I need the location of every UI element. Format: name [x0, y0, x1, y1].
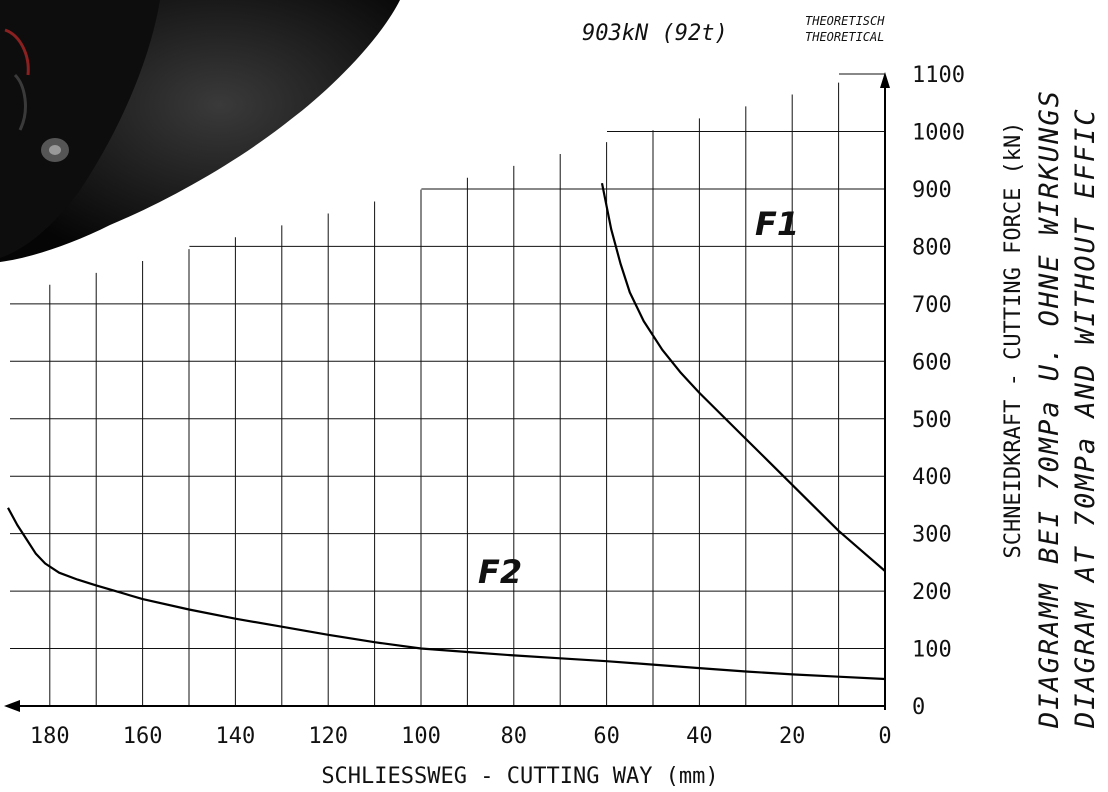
- diagram-title-de: DIAGRAMM BEI 70MPa U. OHNE WIRKUNGS: [1034, 89, 1065, 729]
- theoretical-en-note: THEORETICAL: [805, 30, 884, 44]
- y-tick-label: 1000: [912, 121, 965, 146]
- theoretical-value-note: 903kN (92t): [582, 21, 728, 46]
- y-tick-label: 400: [912, 465, 952, 490]
- y-tick-labels: 0 100 200 300 400 500 600 700 800 900 1000 1100: [912, 63, 965, 720]
- x-axis-arrow: [4, 700, 20, 712]
- x-tick-label: 180: [30, 724, 70, 749]
- y-tick-label: 100: [912, 638, 952, 663]
- y-tick-label: 1100: [912, 63, 965, 88]
- x-tick-label: 20: [779, 724, 806, 749]
- y-tick-label: 200: [912, 580, 952, 605]
- x-tick-label: 100: [401, 724, 441, 749]
- y-tick-label: 800: [912, 235, 952, 260]
- x-tick-label: 80: [501, 724, 528, 749]
- y-tick-label: 900: [912, 178, 952, 203]
- y-axis-arrow: [880, 72, 890, 88]
- y-tick-label: 0: [912, 695, 925, 720]
- x-tick-label: 60: [593, 724, 620, 749]
- x-tick-label: 120: [308, 724, 348, 749]
- y-tick-label: 500: [912, 408, 952, 433]
- curves: [7, 182, 886, 681]
- curve-label-f2: F2: [478, 553, 522, 591]
- x-axis-title: SCHLIESSWEG - CUTTING WAY (mm): [321, 764, 718, 789]
- x-tick-labels: 180 160 140 120 100 80 60 40 20 0: [30, 724, 892, 749]
- grid: [10, 73, 886, 706]
- tool-photo: [0, 0, 400, 262]
- theoretical-de-note: THEORETISCH: [805, 14, 885, 28]
- y-axis-title: SCHNEIDKRAFT - CUTTING FORCE (kN): [1001, 121, 1026, 558]
- curve-label-f1: F1: [755, 205, 799, 243]
- x-tick-label: 140: [216, 724, 256, 749]
- axes: [4, 72, 890, 712]
- y-tick-label: 600: [912, 350, 952, 375]
- x-tick-label: 40: [686, 724, 713, 749]
- curve-f2: [7, 507, 886, 681]
- y-tick-label: 300: [912, 523, 952, 548]
- x-tick-label: 160: [123, 724, 163, 749]
- diagram-title-en: DIAGRAM AT 70MPa AND WITHOUT EFFIC: [1070, 107, 1101, 729]
- y-tick-label: 700: [912, 293, 952, 318]
- curve-f1: [600, 182, 886, 572]
- x-tick-label: 0: [878, 724, 891, 749]
